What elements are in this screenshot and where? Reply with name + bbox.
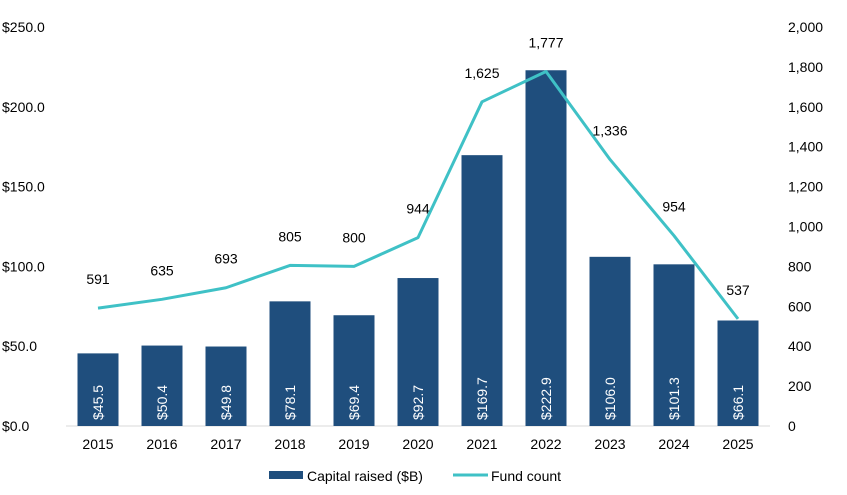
legend-label-fund-count: Fund count xyxy=(491,468,561,484)
legend: Capital raised ($B) Fund count xyxy=(269,468,561,484)
x-tick-label: 2024 xyxy=(658,436,689,452)
x-tick-label: 2018 xyxy=(274,436,305,452)
right-tick-label: 600 xyxy=(788,298,812,314)
left-tick-label: $0.0 xyxy=(2,418,29,434)
x-tick-label: 2016 xyxy=(146,436,177,452)
right-axis: 0 200 400 600 800 1,000 1,200 1,400 1,600 1,800 2,… xyxy=(788,19,823,434)
bar-label: $101.3 xyxy=(666,377,682,420)
x-tick-label: 2017 xyxy=(210,436,241,452)
right-tick-label: 1,800 xyxy=(788,59,823,75)
bar-label: $50.4 xyxy=(154,385,170,420)
left-tick-label: $200.0 xyxy=(2,99,45,115)
x-tick-label: 2023 xyxy=(594,436,625,452)
right-tick-label: 800 xyxy=(788,258,812,274)
line-label: 800 xyxy=(342,229,366,245)
line-label: 591 xyxy=(86,271,110,287)
line-label: 944 xyxy=(406,201,430,217)
bar-label: $92.7 xyxy=(410,385,426,420)
bar xyxy=(526,70,567,426)
x-tick-label: 2019 xyxy=(338,436,369,452)
line-label: 537 xyxy=(726,282,750,298)
left-tick-label: $250.0 xyxy=(2,19,45,35)
bar-label: $78.1 xyxy=(282,385,298,420)
bar-label: $69.4 xyxy=(346,385,362,420)
x-tick-label: 2025 xyxy=(722,436,753,452)
line-label: 805 xyxy=(278,228,302,244)
line-label: 1,625 xyxy=(464,65,499,81)
right-tick-label: 0 xyxy=(788,418,796,434)
right-tick-label: 1,600 xyxy=(788,99,823,115)
line-label: 693 xyxy=(214,251,238,267)
line-label: 1,777 xyxy=(528,34,563,50)
x-tick-label: 2022 xyxy=(530,436,561,452)
x-tick-label: 2020 xyxy=(402,436,433,452)
line-label: 954 xyxy=(662,199,686,215)
x-tick-label: 2021 xyxy=(466,436,497,452)
bar-label: $106.0 xyxy=(602,377,618,420)
legend-swatch-capital xyxy=(269,471,303,479)
x-tick-label: 2015 xyxy=(82,436,113,452)
bar-label: $222.9 xyxy=(538,377,554,420)
left-axis: $0.0 $50.0 $100.0 $150.0 $200.0 $250.0 xyxy=(2,19,45,434)
bar-label: $169.7 xyxy=(474,377,490,420)
bar-label: $66.1 xyxy=(730,385,746,420)
right-tick-label: 2,000 xyxy=(788,19,823,35)
left-tick-label: $150.0 xyxy=(2,179,45,195)
right-tick-label: 400 xyxy=(788,338,812,354)
fund-count-line: 591 635 693 805 800 944 1,625 1,777 1,336 954 537 xyxy=(86,34,750,318)
bars: $45.5 $50.4 $49.8 $78.1 $69.4 $92.7 $169.7 $222… xyxy=(78,70,759,426)
right-tick-label: 1,200 xyxy=(788,179,823,195)
x-axis: 2015 2016 2017 2018 2019 2020 2021 2022 2023 2024… xyxy=(82,436,753,452)
right-tick-label: 200 xyxy=(788,378,812,394)
legend-label-capital: Capital raised ($B) xyxy=(307,468,423,484)
left-tick-label: $50.0 xyxy=(2,338,37,354)
bar-label: $49.8 xyxy=(218,385,234,420)
line-label: 1,336 xyxy=(592,122,627,138)
right-tick-label: 1,400 xyxy=(788,139,823,155)
left-tick-label: $100.0 xyxy=(2,258,45,274)
right-tick-label: 1,000 xyxy=(788,219,823,235)
bar-label: $45.5 xyxy=(90,385,106,420)
line-label: 635 xyxy=(150,262,174,278)
